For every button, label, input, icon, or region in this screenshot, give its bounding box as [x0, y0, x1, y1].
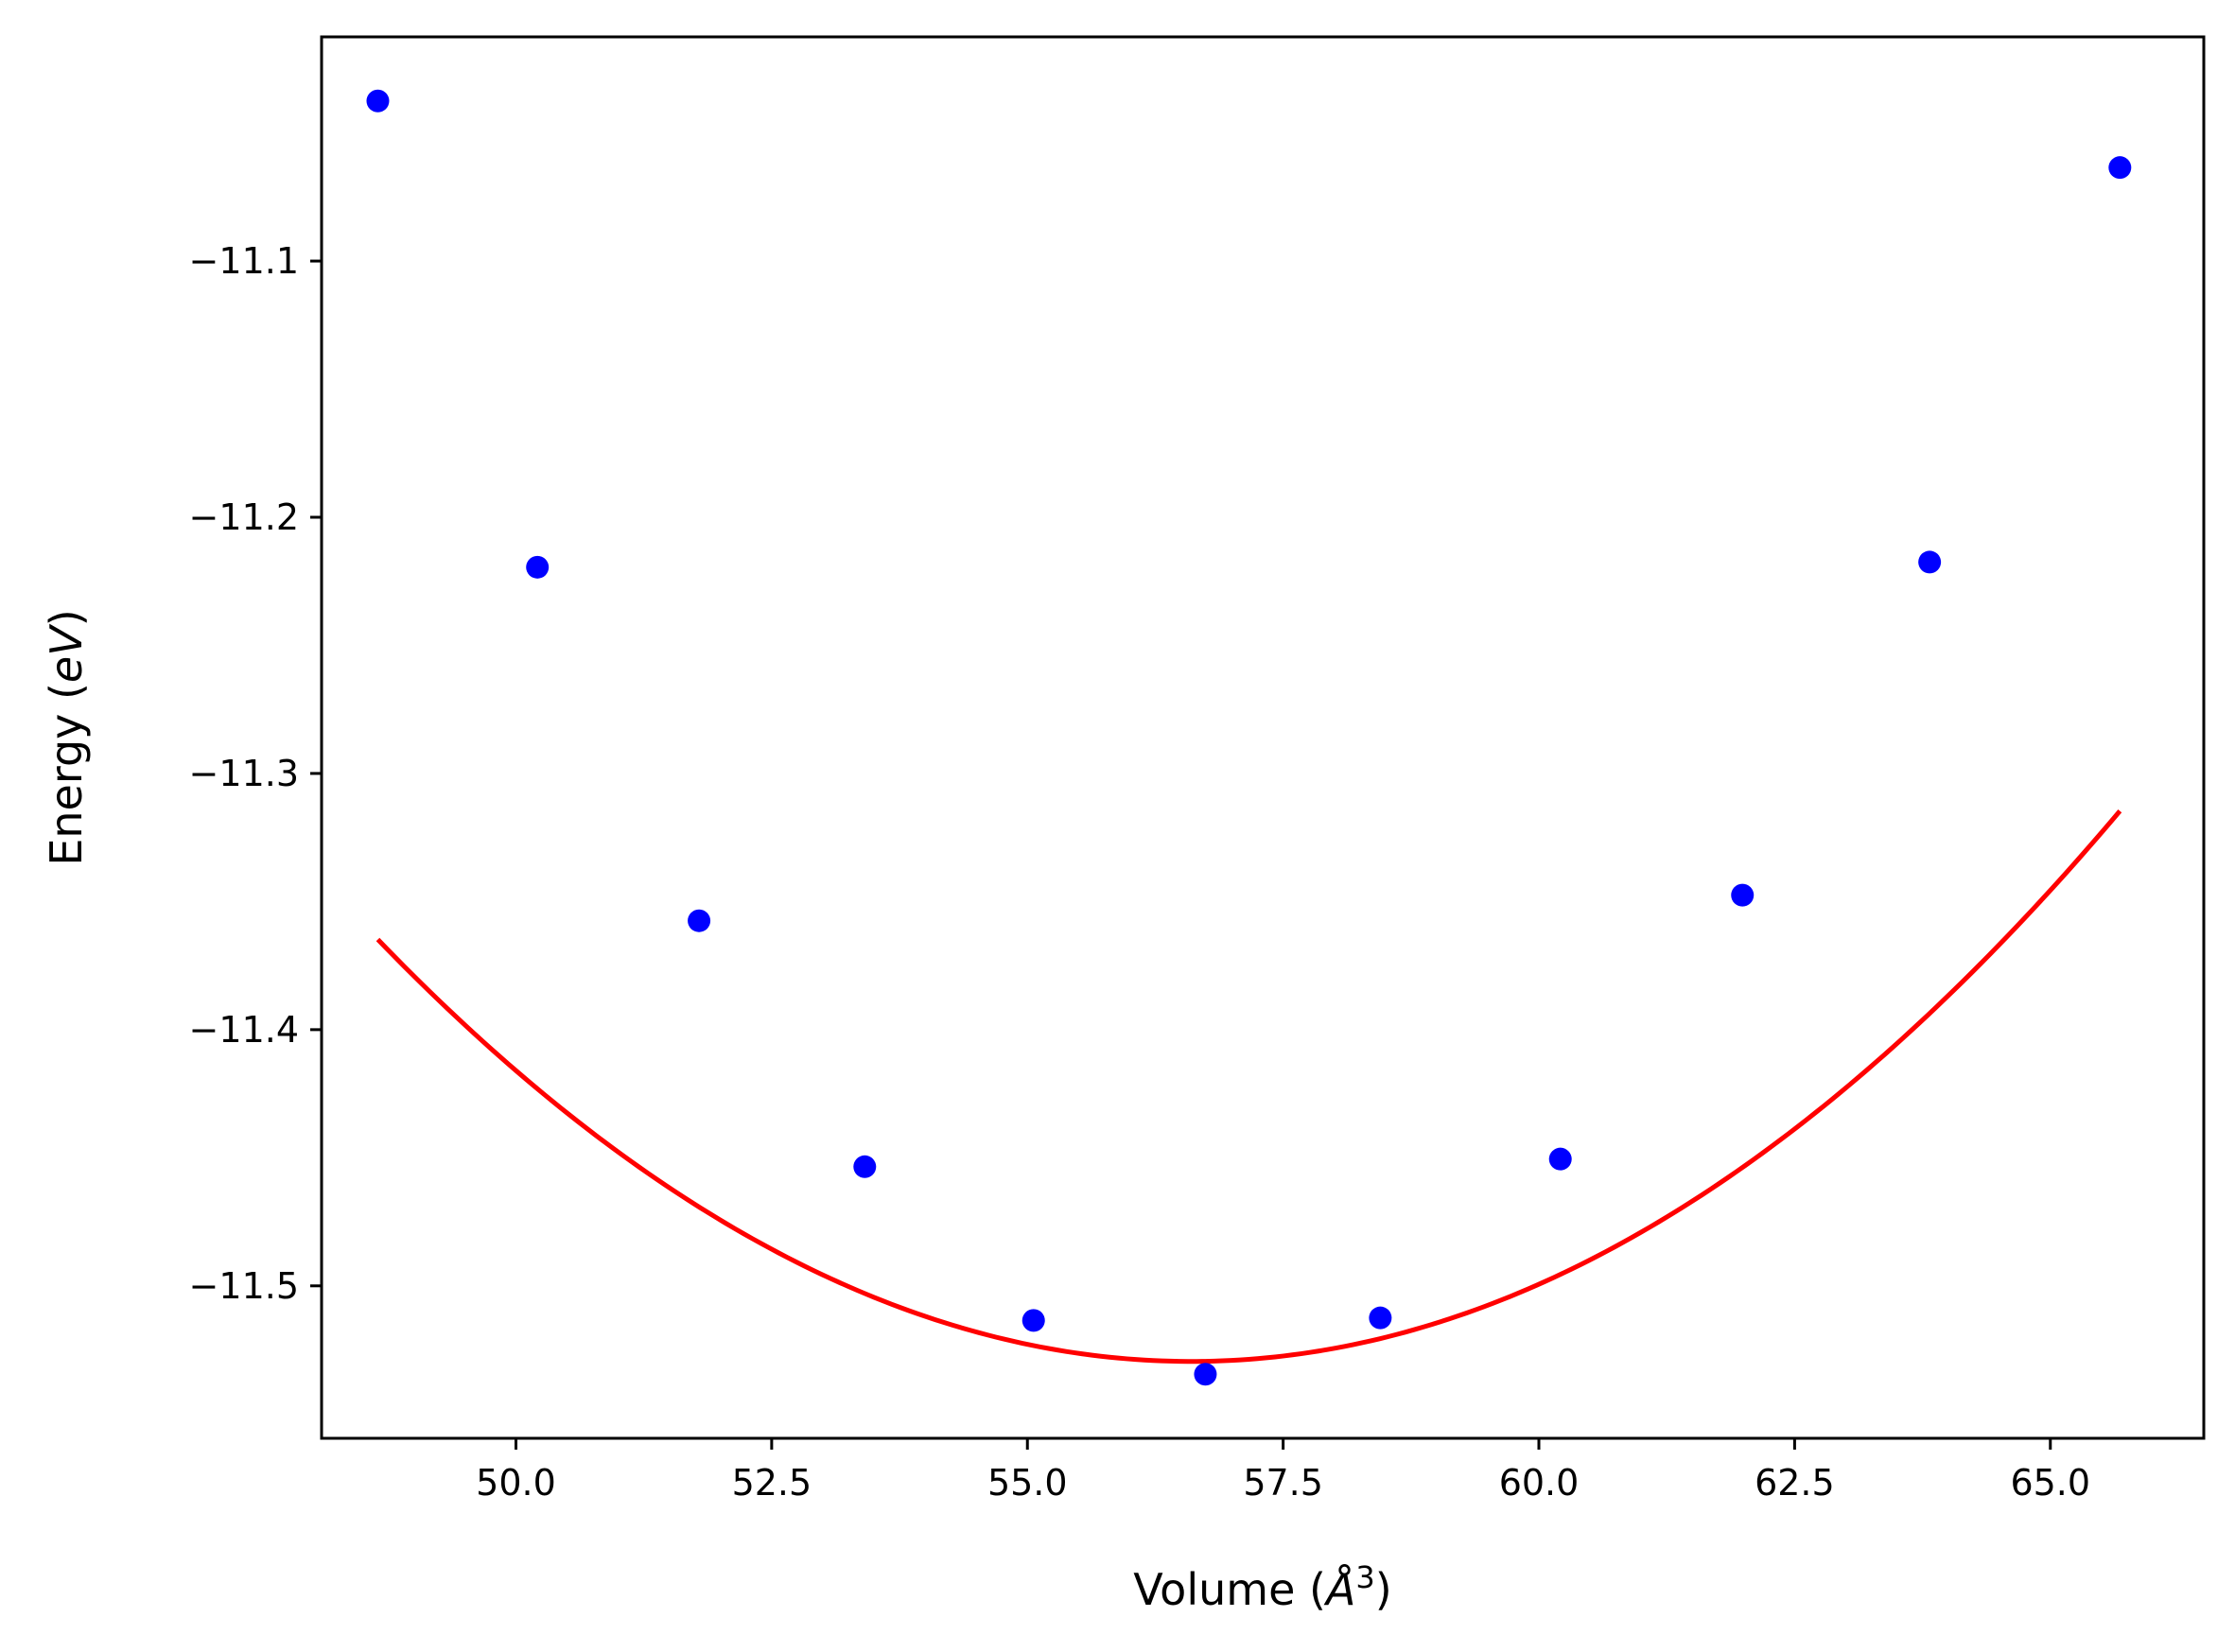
- y-tick-label: −11.5: [189, 1265, 299, 1307]
- x-tick-label: 50.0: [476, 1462, 556, 1504]
- x-tick-label: 52.5: [732, 1462, 812, 1504]
- data-point: [366, 89, 390, 113]
- fit-curve-line: [375, 809, 2122, 1365]
- x-tick-label: 57.5: [1243, 1462, 1323, 1504]
- y-tick-label: −11.1: [189, 240, 299, 282]
- x-tick-label: 55.0: [987, 1462, 1068, 1504]
- x-axis-label: Volume (Å3): [1133, 1559, 1391, 1615]
- x-axis-ticks: 50.0 52.5 55.0 57.5 60.0 62.5 65.0: [476, 1438, 2090, 1504]
- data-point: [1731, 883, 1755, 907]
- data-point: [1918, 550, 1942, 574]
- plot-frame: [320, 35, 2206, 1440]
- data-points: [366, 89, 2132, 1386]
- data-point: [1369, 1306, 1392, 1330]
- x-tick-label: 60.0: [1499, 1462, 1580, 1504]
- data-point: [1548, 1147, 1572, 1171]
- data-point: [1194, 1363, 1217, 1386]
- y-axis-label: Energy (eV): [41, 609, 92, 865]
- y-tick-label: −11.4: [189, 1009, 299, 1051]
- plot-area: [322, 37, 2204, 1438]
- y-tick-label: −11.2: [189, 496, 299, 538]
- data-point: [853, 1155, 877, 1178]
- y-tick-label: −11.3: [189, 753, 299, 794]
- data-point: [1021, 1309, 1045, 1332]
- x-tick-label: 65.0: [2010, 1462, 2090, 1504]
- y-axis-ticks: −11.1 −11.2 −11.3 −11.4 −11.5: [189, 240, 322, 1307]
- data-point: [688, 909, 711, 932]
- data-point: [526, 555, 550, 579]
- x-tick-label: 62.5: [1755, 1462, 1835, 1504]
- data-point: [2108, 156, 2132, 180]
